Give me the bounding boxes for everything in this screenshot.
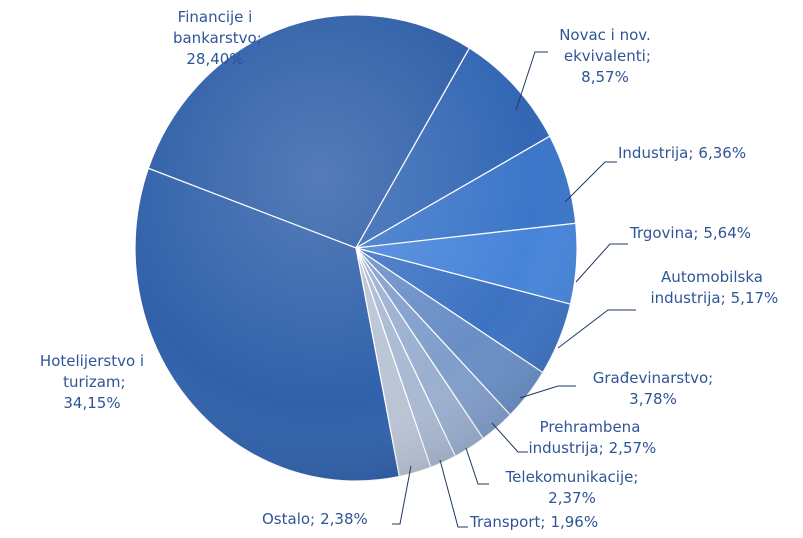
- leader-line: [439, 459, 468, 528]
- category-label: Trgovina: [629, 224, 693, 242]
- value-label: 2,57%: [609, 439, 657, 457]
- data-label: Telekomunikacije; 2,37%: [505, 468, 639, 507]
- data-label: Automobilska industrija; 5,17%: [646, 268, 779, 307]
- label-separator: ;: [310, 510, 315, 528]
- value-label: 3,78%: [629, 390, 677, 408]
- leader-line: [519, 385, 576, 399]
- label-separator: ;: [257, 29, 262, 47]
- leader-line: [575, 243, 628, 283]
- pie: [134, 14, 578, 482]
- value-label: 1,96%: [550, 513, 598, 531]
- label-separator: ;: [688, 144, 693, 162]
- leader-line: [515, 51, 548, 111]
- category-label: Financije i bankarstvo: [168, 8, 257, 47]
- label-separator: ;: [121, 373, 126, 391]
- label-separator: ;: [599, 439, 604, 457]
- value-label: 2,38%: [320, 510, 368, 528]
- category-label: Industrija: [618, 144, 688, 162]
- label-separator: ;: [633, 468, 638, 486]
- leader-line: [392, 465, 412, 525]
- category-label: Novac i nov. ekvivalenti: [559, 26, 651, 65]
- labels: Financije i bankarstvo; 28,40% Novac i nov…: [40, 8, 778, 531]
- data-label: Građevinarstvo; 3,78%: [593, 369, 713, 408]
- leader-line: [465, 447, 489, 485]
- category-label: Hotelijerstvo i turizam: [40, 352, 144, 391]
- value-label: 34,15%: [63, 394, 120, 412]
- leader-line: [564, 161, 617, 203]
- data-label: Novac i nov. ekvivalenti; 8,57%: [559, 26, 651, 86]
- category-label: Transport: [469, 513, 541, 531]
- category-label: Prehrambena industrija: [524, 418, 641, 457]
- value-label: 5,17%: [731, 289, 779, 307]
- data-label: Transport; 1,96%: [469, 513, 598, 531]
- label-separator: ;: [646, 47, 651, 65]
- category-label: Telekomunikacije: [505, 468, 634, 486]
- data-label: Industrija; 6,36%: [618, 144, 746, 162]
- data-label: Financije i bankarstvo; 28,40%: [168, 8, 262, 68]
- data-label: Ostalo; 2,38%: [262, 510, 368, 528]
- category-label: Građevinarstvo: [593, 369, 708, 387]
- value-label: 8,57%: [581, 68, 629, 86]
- value-label: 5,64%: [703, 224, 751, 242]
- data-label: Prehrambena industrija; 2,57%: [524, 418, 657, 457]
- label-separator: ;: [693, 224, 698, 242]
- data-label: Hotelijerstvo i turizam; 34,15%: [40, 352, 144, 412]
- value-label: 6,36%: [698, 144, 746, 162]
- data-label: Trgovina; 5,64%: [629, 224, 751, 242]
- value-label: 28,40%: [186, 50, 243, 68]
- leader-line: [491, 422, 528, 453]
- leader-line: [557, 309, 636, 349]
- category-label: Automobilska industrija: [646, 268, 763, 307]
- label-separator: ;: [708, 369, 713, 387]
- label-separator: ;: [540, 513, 545, 531]
- category-label: Ostalo: [262, 510, 310, 528]
- value-label: 2,37%: [548, 489, 596, 507]
- label-separator: ;: [721, 289, 726, 307]
